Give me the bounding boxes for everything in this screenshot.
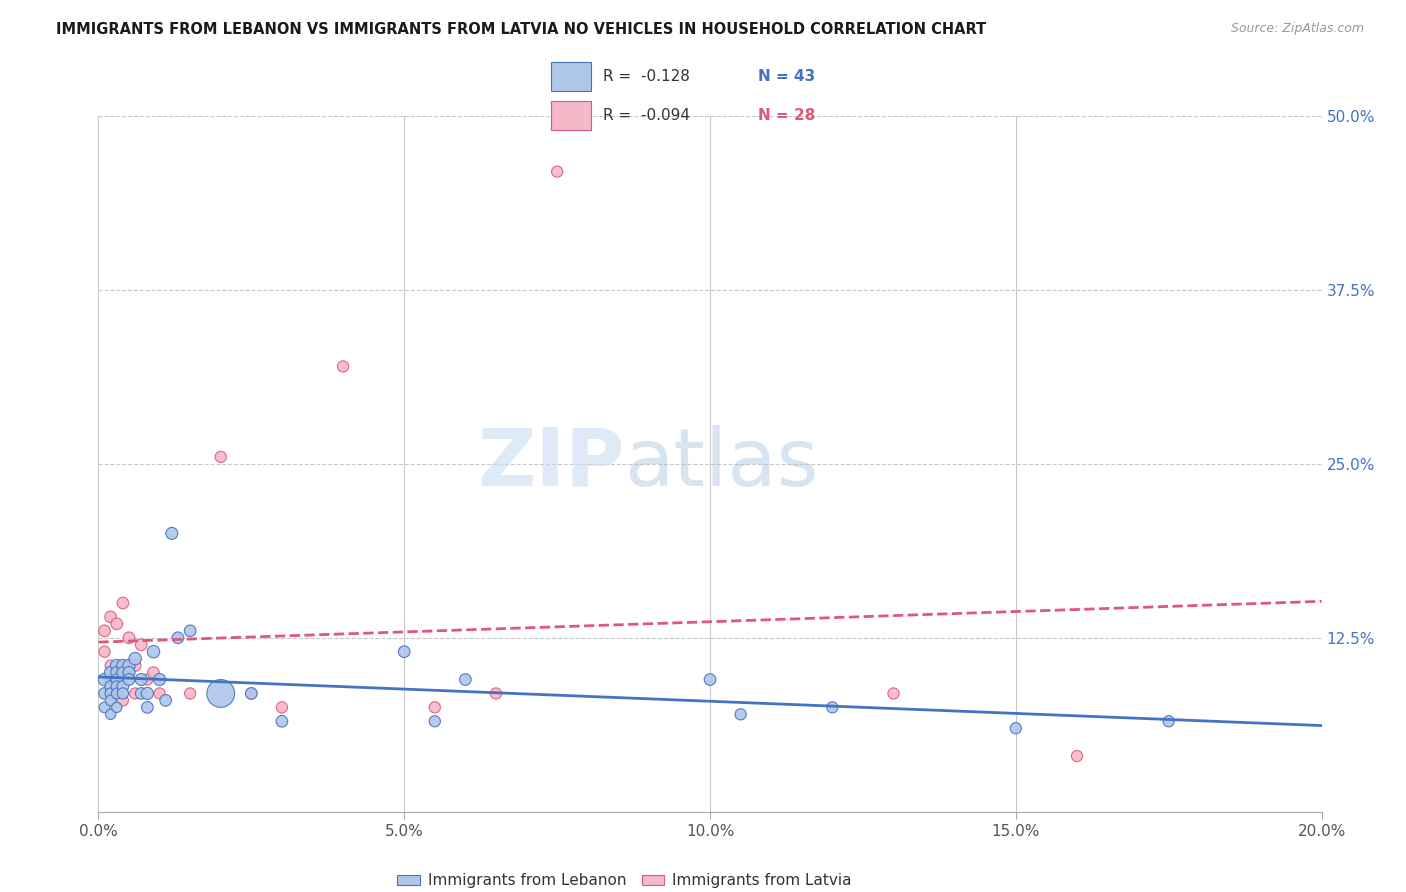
Point	[699, 673, 721, 687]
Point	[136, 673, 159, 687]
Point	[118, 658, 141, 673]
Text: N = 43: N = 43	[758, 69, 815, 84]
Point	[111, 658, 134, 673]
Text: R =  -0.128: R = -0.128	[603, 69, 690, 84]
Point	[129, 686, 152, 700]
Point	[100, 680, 122, 694]
Point	[149, 686, 172, 700]
Point	[118, 631, 141, 645]
Point	[111, 596, 134, 610]
Point	[142, 665, 165, 680]
Point	[93, 686, 115, 700]
Point	[124, 658, 146, 673]
Point	[124, 651, 146, 665]
Point	[100, 673, 122, 687]
Point	[105, 686, 128, 700]
Point	[160, 526, 183, 541]
Point	[142, 645, 165, 659]
Legend: Immigrants from Lebanon, Immigrants from Latvia: Immigrants from Lebanon, Immigrants from…	[391, 867, 858, 892]
Point	[105, 665, 128, 680]
Point	[392, 645, 416, 659]
Point	[155, 693, 177, 707]
Point	[93, 645, 115, 659]
Point	[124, 686, 146, 700]
Point	[1157, 714, 1180, 729]
Point	[423, 714, 446, 729]
Point	[149, 673, 172, 687]
Point	[111, 693, 134, 707]
Point	[332, 359, 354, 374]
Point	[1066, 749, 1088, 764]
Point	[730, 707, 752, 722]
Point	[423, 700, 446, 714]
Point	[136, 700, 159, 714]
Point	[118, 665, 141, 680]
FancyBboxPatch shape	[551, 101, 591, 130]
Point	[821, 700, 844, 714]
Point	[105, 700, 128, 714]
Point	[179, 686, 201, 700]
Point	[118, 673, 141, 687]
Point	[270, 714, 292, 729]
Point	[100, 658, 122, 673]
Point	[100, 610, 122, 624]
Point	[136, 686, 159, 700]
Point	[105, 658, 128, 673]
Point	[105, 680, 128, 694]
Point	[167, 631, 190, 645]
Text: atlas: atlas	[624, 425, 818, 503]
Point	[454, 673, 477, 687]
Point	[111, 665, 134, 680]
Point	[270, 700, 292, 714]
Point	[118, 665, 141, 680]
Point	[209, 450, 232, 464]
Point	[111, 680, 134, 694]
Point	[100, 707, 122, 722]
Text: IMMIGRANTS FROM LEBANON VS IMMIGRANTS FROM LATVIA NO VEHICLES IN HOUSEHOLD CORRE: IMMIGRANTS FROM LEBANON VS IMMIGRANTS FR…	[56, 22, 987, 37]
Point	[105, 665, 128, 680]
Point	[93, 700, 115, 714]
Point	[883, 686, 905, 700]
Point	[240, 686, 263, 700]
Point	[93, 624, 115, 638]
Point	[179, 624, 201, 638]
FancyBboxPatch shape	[551, 62, 591, 91]
Point	[129, 638, 152, 652]
Point	[485, 686, 508, 700]
Point	[105, 673, 128, 687]
Text: Source: ZipAtlas.com: Source: ZipAtlas.com	[1230, 22, 1364, 36]
Text: R =  -0.094: R = -0.094	[603, 108, 690, 123]
Text: N = 28: N = 28	[758, 108, 815, 123]
Point	[105, 686, 128, 700]
Point	[100, 665, 122, 680]
Point	[111, 686, 134, 700]
Point	[105, 616, 128, 631]
Point	[129, 673, 152, 687]
Point	[100, 686, 122, 700]
Point	[100, 693, 122, 707]
Point	[546, 164, 568, 178]
Point	[240, 686, 263, 700]
Point	[209, 686, 232, 700]
Text: ZIP: ZIP	[477, 425, 624, 503]
Point	[93, 673, 115, 687]
Point	[1004, 721, 1026, 735]
